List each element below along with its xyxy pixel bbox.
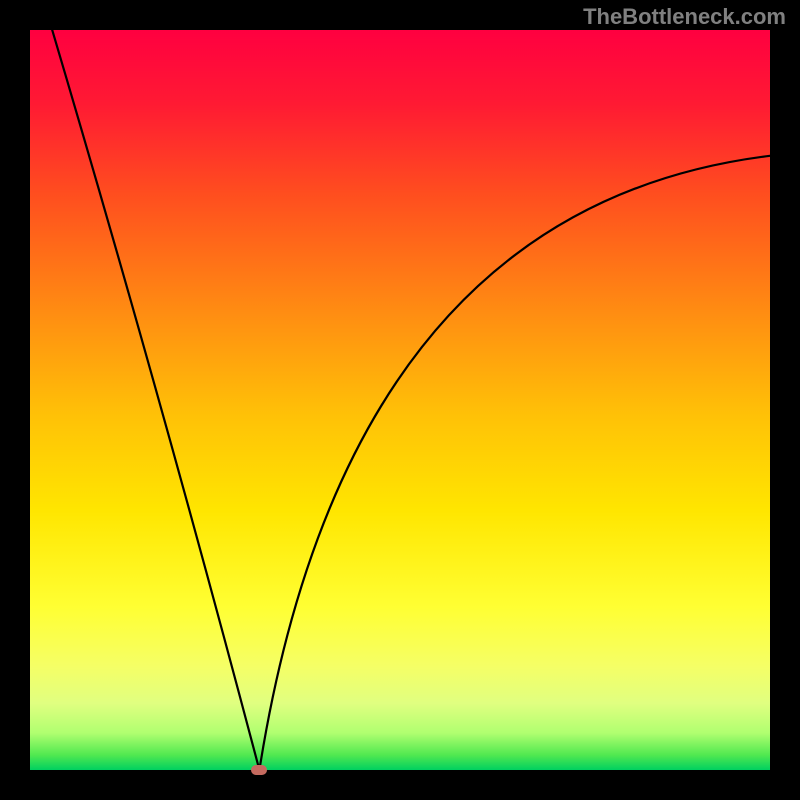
plot-area xyxy=(30,30,770,770)
watermark-text: TheBottleneck.com xyxy=(583,4,786,30)
chart-outer: TheBottleneck.com xyxy=(0,0,800,800)
bottleneck-curve xyxy=(30,30,770,770)
optimal-point-marker xyxy=(251,765,267,775)
